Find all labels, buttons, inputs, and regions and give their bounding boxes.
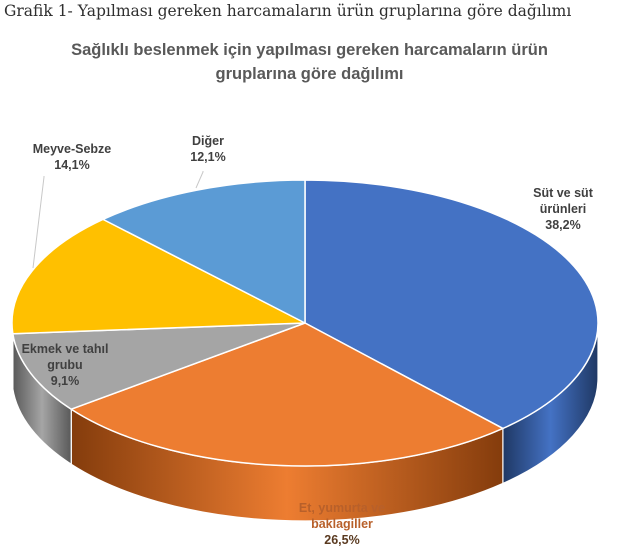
pie-slice-su-t-ve-su-t-u-ru-nleri	[304, 179, 599, 430]
leader-line-meyve-sebze	[32, 176, 45, 269]
chart-title-line-1: Sağlıklı beslenmek için yapılması gereke…	[71, 41, 548, 59]
pie-side-walls	[11, 322, 599, 522]
label-leader-lines	[32, 171, 204, 269]
slice-value-ekmek-ve-tah-l-grubu: 9,1%	[51, 374, 80, 388]
pie-slice-et-yumurta-ve-baklagiller	[70, 322, 504, 467]
slice-labels: Süt ve süt ürünleri 38,2% Et, yumurta ve bak…	[22, 134, 594, 547]
slice-value-et-yumurta-ve-baklagiller: 26,5%	[324, 533, 359, 547]
slice-label-meyve-sebze-0: Meyve-Sebze	[33, 142, 112, 156]
slice-label-ekmek-ve-tah-l-grubu-1: grubu	[47, 358, 82, 372]
slice-value-meyve-sebze: 14,1%	[54, 158, 89, 172]
slice-label-et-yumurta-ve-baklagiller-0: Et, yumurta ve	[299, 501, 385, 515]
slice-value-dig-er: 12,1%	[190, 150, 225, 164]
slice-label-et-yumurta-ve-baklagiller-1: baklagiller	[311, 517, 373, 531]
pie-slice-ekmek-ve-tah-l-grubu	[12, 322, 306, 410]
leader-line-dig-er	[195, 171, 204, 189]
slice-value-su-t-ve-su-t-u-ru-nleri: 38,2%	[545, 218, 580, 232]
slice-label-dig-er-0: Diğer	[192, 134, 224, 148]
pie-slice-meyve-sebze	[11, 218, 306, 335]
slice-label-su-t-ve-su-t-u-ru-nleri-0: Süt ve süt	[533, 186, 594, 200]
slice-label-su-t-ve-su-t-u-ru-nleri-1: ürünleri	[540, 202, 587, 216]
chart-title-line-2: gruplarına göre dağılımı	[215, 65, 404, 83]
pie-slice-dig-er	[102, 179, 306, 324]
figure-caption: Grafik 1- Yapılması gereken harcamaların…	[4, 2, 572, 20]
slice-label-ekmek-ve-tah-l-grubu-0: Ekmek ve tahıl	[22, 342, 109, 356]
pie-top-faces	[11, 179, 599, 467]
